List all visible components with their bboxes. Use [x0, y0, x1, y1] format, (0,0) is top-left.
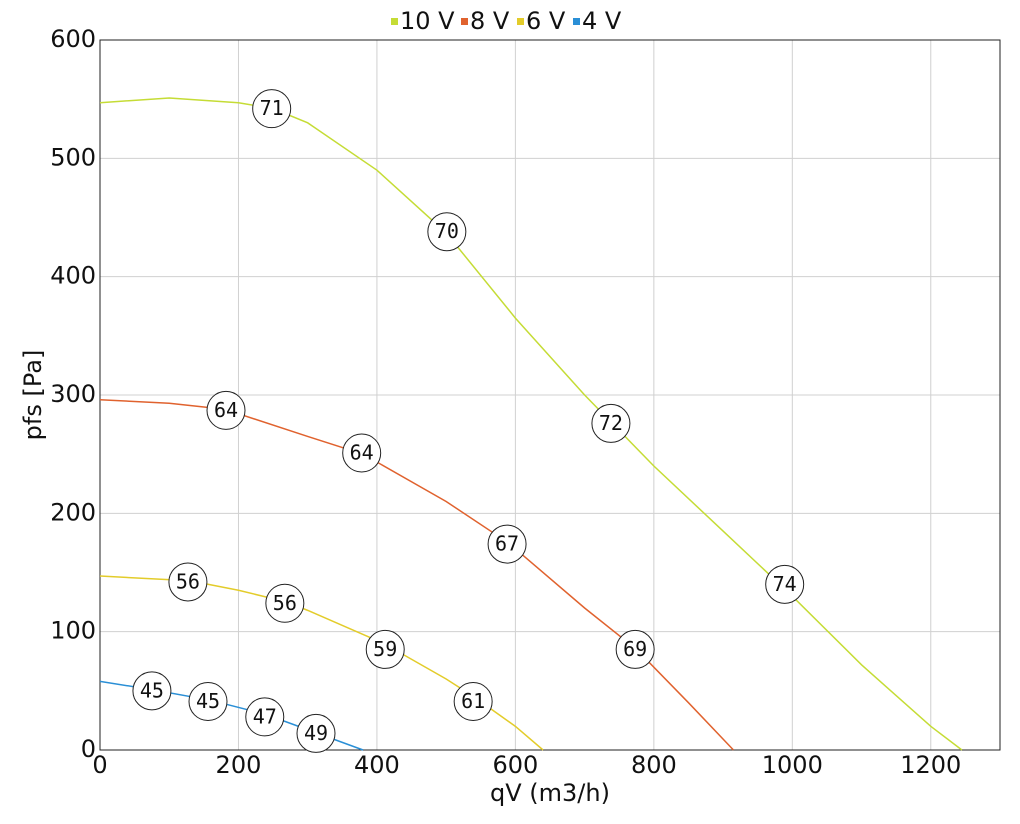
annotation-circle [168, 562, 208, 602]
x-tick-label: 600 [492, 751, 538, 779]
plot-frame [99, 39, 1001, 751]
annotation-label: 70 [435, 219, 459, 243]
curve [99, 97, 963, 751]
annotation-circle [765, 564, 805, 604]
annotation-label: 49 [304, 721, 328, 745]
legend-swatch [517, 18, 524, 25]
y-axis-label: pfs [Pa] [19, 350, 47, 441]
y-tick-label: 400 [50, 262, 96, 290]
annotation-circle [245, 697, 285, 737]
legend-label: 10 V [400, 7, 455, 35]
annotation-label: 45 [196, 689, 220, 713]
annotation-label: 47 [253, 704, 277, 728]
legend-label: 4 V [582, 7, 622, 35]
y-tick-label: 600 [50, 25, 96, 53]
annotation-label: 72 [599, 411, 623, 435]
y-tick-label: 0 [81, 735, 96, 763]
y-tick-label: 200 [50, 498, 96, 526]
curve [99, 575, 544, 751]
x-tick-label: 1200 [900, 751, 961, 779]
annotation-label: 61 [461, 689, 485, 713]
x-axis-label: qV (m3/h) [490, 779, 610, 807]
annotation-label: 45 [140, 678, 164, 702]
annotation-label: 74 [773, 572, 797, 596]
x-tick-label: 0 [92, 751, 107, 779]
annotation-circle [615, 629, 655, 669]
y-tick-label: 500 [50, 143, 96, 171]
x-tick-label: 400 [354, 751, 400, 779]
annotation-circle [342, 433, 382, 473]
y-tick-label: 100 [50, 617, 96, 645]
curve [99, 398, 735, 751]
annotation-label: 67 [495, 532, 519, 556]
annotation-circle [188, 681, 228, 721]
annotation-label: 64 [350, 440, 374, 464]
annotation-circle [265, 583, 305, 623]
annotation-label: 59 [373, 637, 397, 661]
annotation-circle [206, 390, 246, 430]
annotation-circle [487, 524, 527, 564]
annotation-circle [296, 713, 336, 753]
annotation-label: 56 [273, 591, 297, 615]
legend-swatch [391, 18, 398, 25]
annotation-circle [591, 403, 631, 443]
legend-label: 8 V [470, 7, 510, 35]
legend-swatch [573, 18, 580, 25]
legend-swatch [461, 18, 468, 25]
annotation-circle [252, 89, 292, 129]
y-tick-label: 300 [50, 380, 96, 408]
annotation-label: 69 [623, 637, 647, 661]
annotation-circle [453, 681, 493, 721]
annotation-label: 71 [260, 96, 284, 120]
annotation-label: 56 [176, 569, 200, 593]
annotation-circle [427, 212, 467, 252]
annotation-label: 64 [214, 398, 238, 422]
x-tick-label: 1000 [762, 751, 823, 779]
annotation-circle [132, 671, 172, 711]
annotation-circle [365, 629, 405, 669]
x-tick-label: 800 [631, 751, 677, 779]
legend-label: 6 V [526, 7, 566, 35]
x-tick-label: 200 [216, 751, 262, 779]
